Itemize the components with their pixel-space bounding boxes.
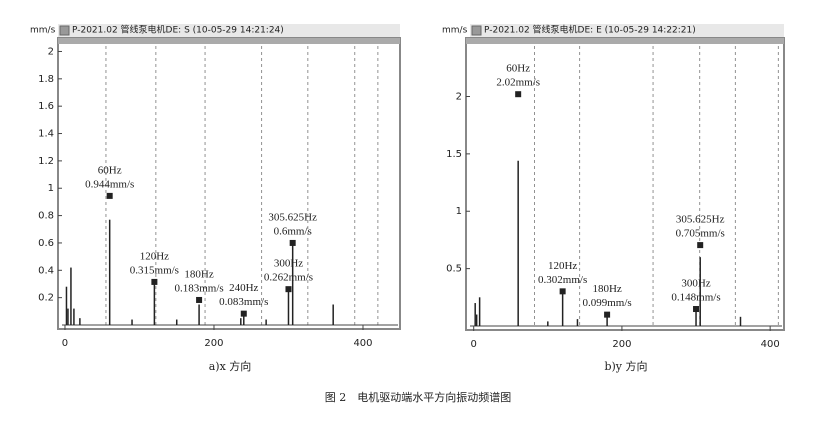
freq-label: 240Hz (229, 282, 258, 294)
peak-marker (604, 311, 611, 318)
peak-marker (697, 242, 704, 249)
value-label: 0.315mm/s (130, 264, 179, 276)
freq-label: 120Hz (140, 250, 169, 262)
figure-caption: 图 2 电机驱动端水平方向振动频谱图 (325, 390, 512, 404)
y-tick-label: 1.6 (38, 101, 54, 112)
chart-caption: a)x 方向 (209, 359, 252, 373)
unit-label: mm/s (442, 26, 468, 36)
y-tick-label: 0.8 (38, 211, 54, 222)
header-title: P-2021.02 管线泵电机DE: S (10-05-29 14:21:24) (72, 24, 284, 36)
peak-marker (106, 192, 113, 199)
y-tick-label: 1.4 (38, 129, 54, 140)
peak-marker (151, 278, 158, 285)
value-label: 0.6mm/s (274, 225, 312, 237)
freq-label: 305.625Hz (676, 214, 725, 226)
y-tick-label: 0.2 (38, 293, 54, 304)
y-tick-label: 0.5 (446, 264, 462, 275)
value-label: 0.183mm/s (174, 283, 223, 295)
peak-marker (289, 239, 296, 246)
top-bar (466, 38, 784, 44)
chart-caption: b)y 方向 (604, 359, 647, 373)
value-label: 0.262mm/s (264, 272, 313, 284)
top-bar (58, 38, 400, 44)
value-label: 0.148mm/s (671, 292, 720, 304)
x-tick-label: 200 (204, 338, 223, 349)
y-tick-label: 1.8 (38, 74, 54, 85)
freq-label: 300Hz (274, 258, 303, 270)
peak-marker (693, 306, 700, 313)
value-label: 2.02mm/s (496, 77, 540, 89)
y-tick-label: 1.2 (38, 156, 54, 167)
y-tick-label: 1 (456, 206, 462, 217)
header-title: P-2021.02 管线泵电机DE: E (10-05-29 14:22:21) (484, 24, 696, 36)
value-label: 0.302mm/s (538, 274, 587, 286)
value-label: 0.944mm/s (85, 178, 134, 190)
y-tick-label: 0.6 (38, 238, 54, 249)
header-bar (58, 24, 400, 37)
peak-marker (196, 296, 203, 303)
header-icon (59, 25, 70, 36)
peak-marker (285, 286, 292, 293)
freq-label: 305.625Hz (268, 211, 317, 223)
peak-marker (515, 91, 522, 98)
freq-label: 300Hz (681, 278, 710, 290)
x-tick-label: 400 (353, 338, 372, 349)
x-tick-label: 200 (612, 339, 631, 350)
header-icon (471, 25, 482, 36)
value-label: 0.083mm/s (219, 296, 268, 308)
y-tick-label: 1.5 (446, 149, 462, 160)
x-tick-label: 0 (471, 339, 477, 350)
value-label: 0.705mm/s (676, 228, 725, 240)
value-label: 0.099mm/s (583, 297, 632, 309)
x-tick-label: 400 (761, 339, 780, 350)
freq-label: 120Hz (548, 260, 577, 272)
peak-marker (559, 288, 566, 295)
freq-label: 180Hz (592, 283, 621, 295)
y-tick-label: 2 (48, 46, 54, 57)
freq-label: 180Hz (184, 269, 213, 281)
freq-label: 60Hz (506, 63, 530, 75)
freq-label: 60Hz (98, 164, 122, 176)
header-bar (470, 24, 784, 37)
peak-marker (240, 310, 247, 317)
unit-label: mm/s (30, 26, 56, 36)
x-tick-label: 0 (62, 338, 68, 349)
y-tick-label: 1 (48, 183, 54, 194)
y-tick-label: 2 (456, 91, 462, 102)
y-tick-label: 0.4 (38, 265, 54, 276)
